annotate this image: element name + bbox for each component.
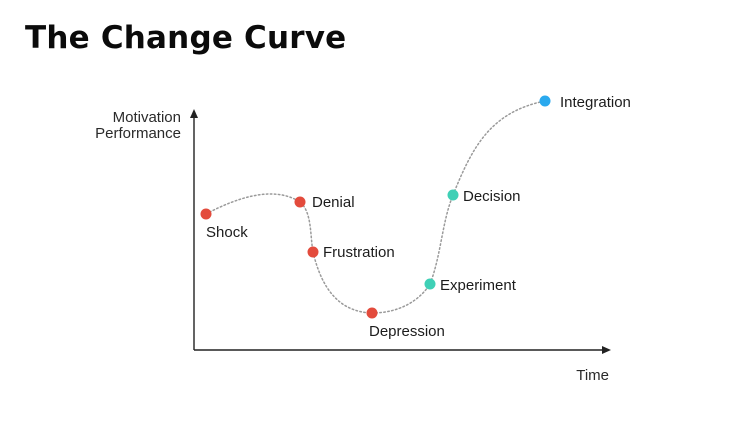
y-axis-label-motivation: Motivation <box>113 109 181 126</box>
stage-shock-label: Shock <box>206 224 248 241</box>
stage-denial-label: Denial <box>312 194 355 211</box>
stage-depression-dot <box>366 307 378 319</box>
stage-experiment-label: Experiment <box>440 277 517 294</box>
y-axis-arrow-icon <box>190 109 198 118</box>
stage-integration-label: Integration <box>560 94 631 111</box>
stage-decision-label: Decision <box>463 188 521 205</box>
stage-denial-dot <box>294 196 306 208</box>
x-axis-arrow-icon <box>602 346 611 354</box>
stage-decision-dot <box>447 189 459 201</box>
x-axis-label: Time <box>576 367 609 384</box>
stage-experiment-dot <box>424 278 436 290</box>
y-axis-label-performance: Performance <box>95 125 181 142</box>
stage-frustration-dot <box>307 246 319 258</box>
stage-shock-dot <box>200 208 212 220</box>
stage-depression-label: Depression <box>369 323 445 340</box>
page-title: The Change Curve <box>25 20 347 56</box>
stage-integration-dot <box>539 95 551 107</box>
stage-frustration-label: Frustration <box>323 244 395 261</box>
